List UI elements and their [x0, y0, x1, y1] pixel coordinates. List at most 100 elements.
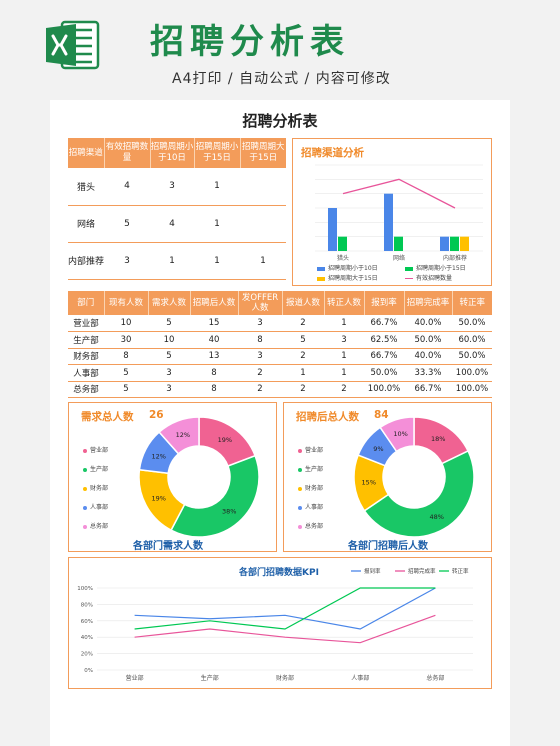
legend-item: 总务部 — [298, 521, 323, 530]
legend-label: 营业部 — [90, 447, 109, 454]
legend-item: 生产部 — [83, 464, 108, 473]
legend-label: 生产部 — [90, 466, 109, 473]
legend-item: 有效招聘数量 — [405, 273, 452, 282]
department-table-header: 部门 现有人数 需求人数 招聘后人数 发OFFER人数 报道人数 转正人数 报到… — [68, 291, 492, 315]
cell: 50.0% — [452, 348, 492, 365]
kpi-chart-box: 各部门招聘数据KPI 0% 20% 40% 60% 80% 100% 营业部 生产部 财务部 人事部… — [68, 557, 492, 689]
cell: 10 — [104, 315, 148, 332]
sheet-title: 招聘分析表 — [242, 112, 318, 130]
cell: 1 — [324, 315, 364, 332]
cell: 1 — [194, 168, 240, 206]
table-row: 内部推荐 3 1 1 1 — [68, 242, 286, 280]
x-tick-label: 内部推荐 — [443, 254, 467, 262]
donut-slice — [170, 454, 260, 538]
bar — [450, 236, 459, 251]
legend-swatch — [83, 505, 87, 510]
series-line — [342, 178, 456, 209]
legend-swatch — [298, 467, 302, 472]
cell: 5 — [104, 364, 148, 382]
header-cell: 部门 — [68, 291, 105, 315]
legend-label: 有效招聘数量 — [416, 275, 453, 282]
cell: 60.0% — [452, 331, 492, 349]
hired-box: 招聘后总人数 84 18% 48% 15% 9% 10% 营业部 生产部 财务部 人事部 总务部… — [283, 402, 492, 552]
bar — [460, 236, 469, 251]
hired-caption: 各部门招聘后人数 — [348, 541, 428, 552]
table-row: 人事部 5 3 8 2 1 1 50.0% 33.3% 100.0% — [68, 364, 492, 382]
cell: 3 — [148, 364, 190, 382]
legend-label: 总务部 — [305, 523, 324, 530]
cell: 生产部 — [68, 331, 104, 349]
page-subtitle: A4打印 / 自动公式 / 内容可修改 — [172, 71, 391, 87]
cell: 人事部 — [68, 364, 104, 382]
legend-label: 招聘周期小于10日 — [328, 265, 378, 272]
cell: 4 — [150, 205, 194, 243]
cell: 1 — [240, 242, 286, 280]
legend-label: 招聘周期大于15日 — [328, 275, 378, 282]
table-row: 网络 5 4 1 — [68, 205, 286, 243]
cell: 网络 — [68, 205, 104, 243]
cell: 3 — [148, 381, 190, 398]
header-cell: 报道人数 — [282, 291, 325, 315]
cell: 8 — [190, 381, 238, 398]
excel-logo-icon — [46, 20, 100, 70]
cell: 8 — [104, 348, 148, 365]
cell: 1 — [324, 364, 364, 382]
channel-table: 招聘渠道 有效招聘数量 招聘周期小于10日 招聘周期小于15日 招聘周期大于15… — [68, 138, 286, 280]
cell: 1 — [282, 364, 324, 382]
cell: 62.5% — [364, 331, 404, 349]
legend-swatch — [83, 524, 87, 529]
series-line — [134, 614, 436, 644]
legend-swatch — [405, 277, 413, 280]
legend-item: 招聘周期小于10日 — [317, 263, 378, 272]
cell — [240, 205, 286, 243]
donut-slice — [363, 449, 475, 538]
legend-label: 总务部 — [90, 523, 109, 530]
donut-slice — [379, 416, 415, 453]
cell: 2 — [324, 381, 364, 398]
table-row: 生产部 30 10 40 8 5 3 62.5% 50.0% 60.0% — [68, 331, 492, 349]
cell: 5 — [104, 205, 150, 243]
cell: 1 — [194, 205, 240, 243]
cell: 3 — [238, 315, 282, 332]
y-tick-label: 0% — [84, 668, 93, 674]
legend-swatch — [298, 486, 302, 491]
hired-donut-chart: 18% 48% 15% 9% 10% — [353, 416, 475, 538]
cell: 50.0% — [404, 331, 452, 349]
cell: 3 — [104, 242, 150, 280]
cell: 1 — [194, 242, 240, 280]
header-cell: 招聘渠道 — [68, 138, 105, 168]
y-tick-label: 100% — [77, 586, 93, 592]
legend-label: 报到率 — [364, 567, 381, 575]
legend-item: 营业部 — [298, 445, 323, 454]
channel-chart: 猎头 网络 内部推荐 — [315, 164, 483, 262]
cell: 1 — [324, 348, 364, 365]
kpi-line-chart: 各部门招聘数据KPI 0% 20% 40% 60% 80% 100% 营业部 生产部 财务部 人事部… — [77, 566, 473, 682]
slice-label: 9% — [373, 445, 383, 453]
y-tick-label: 60% — [81, 619, 93, 625]
channel-chart-title: 招聘渠道分析 — [301, 147, 364, 159]
x-tick-label: 猎头 — [337, 254, 349, 262]
cell: 13 — [190, 348, 238, 365]
cell: 财务部 — [68, 348, 104, 365]
cell: 30 — [104, 331, 148, 349]
table-row: 总务部 5 3 8 2 2 2 100.0% 66.7% 100.0% — [68, 381, 492, 398]
legend-label: 转正率 — [452, 567, 469, 575]
cell: 5 — [282, 331, 324, 349]
cell: 10 — [148, 331, 190, 349]
legend-label: 人事部 — [305, 504, 324, 511]
legend-item: 财务部 — [83, 483, 108, 492]
legend-label: 财务部 — [305, 485, 324, 492]
legend-item: 招聘周期小于15日 — [405, 263, 466, 272]
series-line — [134, 587, 436, 630]
cell: 4 — [104, 168, 150, 206]
cell: 66.7% — [404, 381, 452, 398]
legend-item: 人事部 — [298, 502, 323, 511]
slice-label: 10% — [393, 430, 407, 438]
legend-label: 生产部 — [305, 466, 324, 473]
legend-label: 营业部 — [305, 447, 324, 454]
cell: 15 — [190, 315, 238, 332]
cell: 33.3% — [404, 364, 452, 382]
x-tick-label: 财务部 — [276, 674, 294, 682]
legend-item: 营业部 — [83, 445, 108, 454]
slice-label: 15% — [362, 479, 376, 487]
